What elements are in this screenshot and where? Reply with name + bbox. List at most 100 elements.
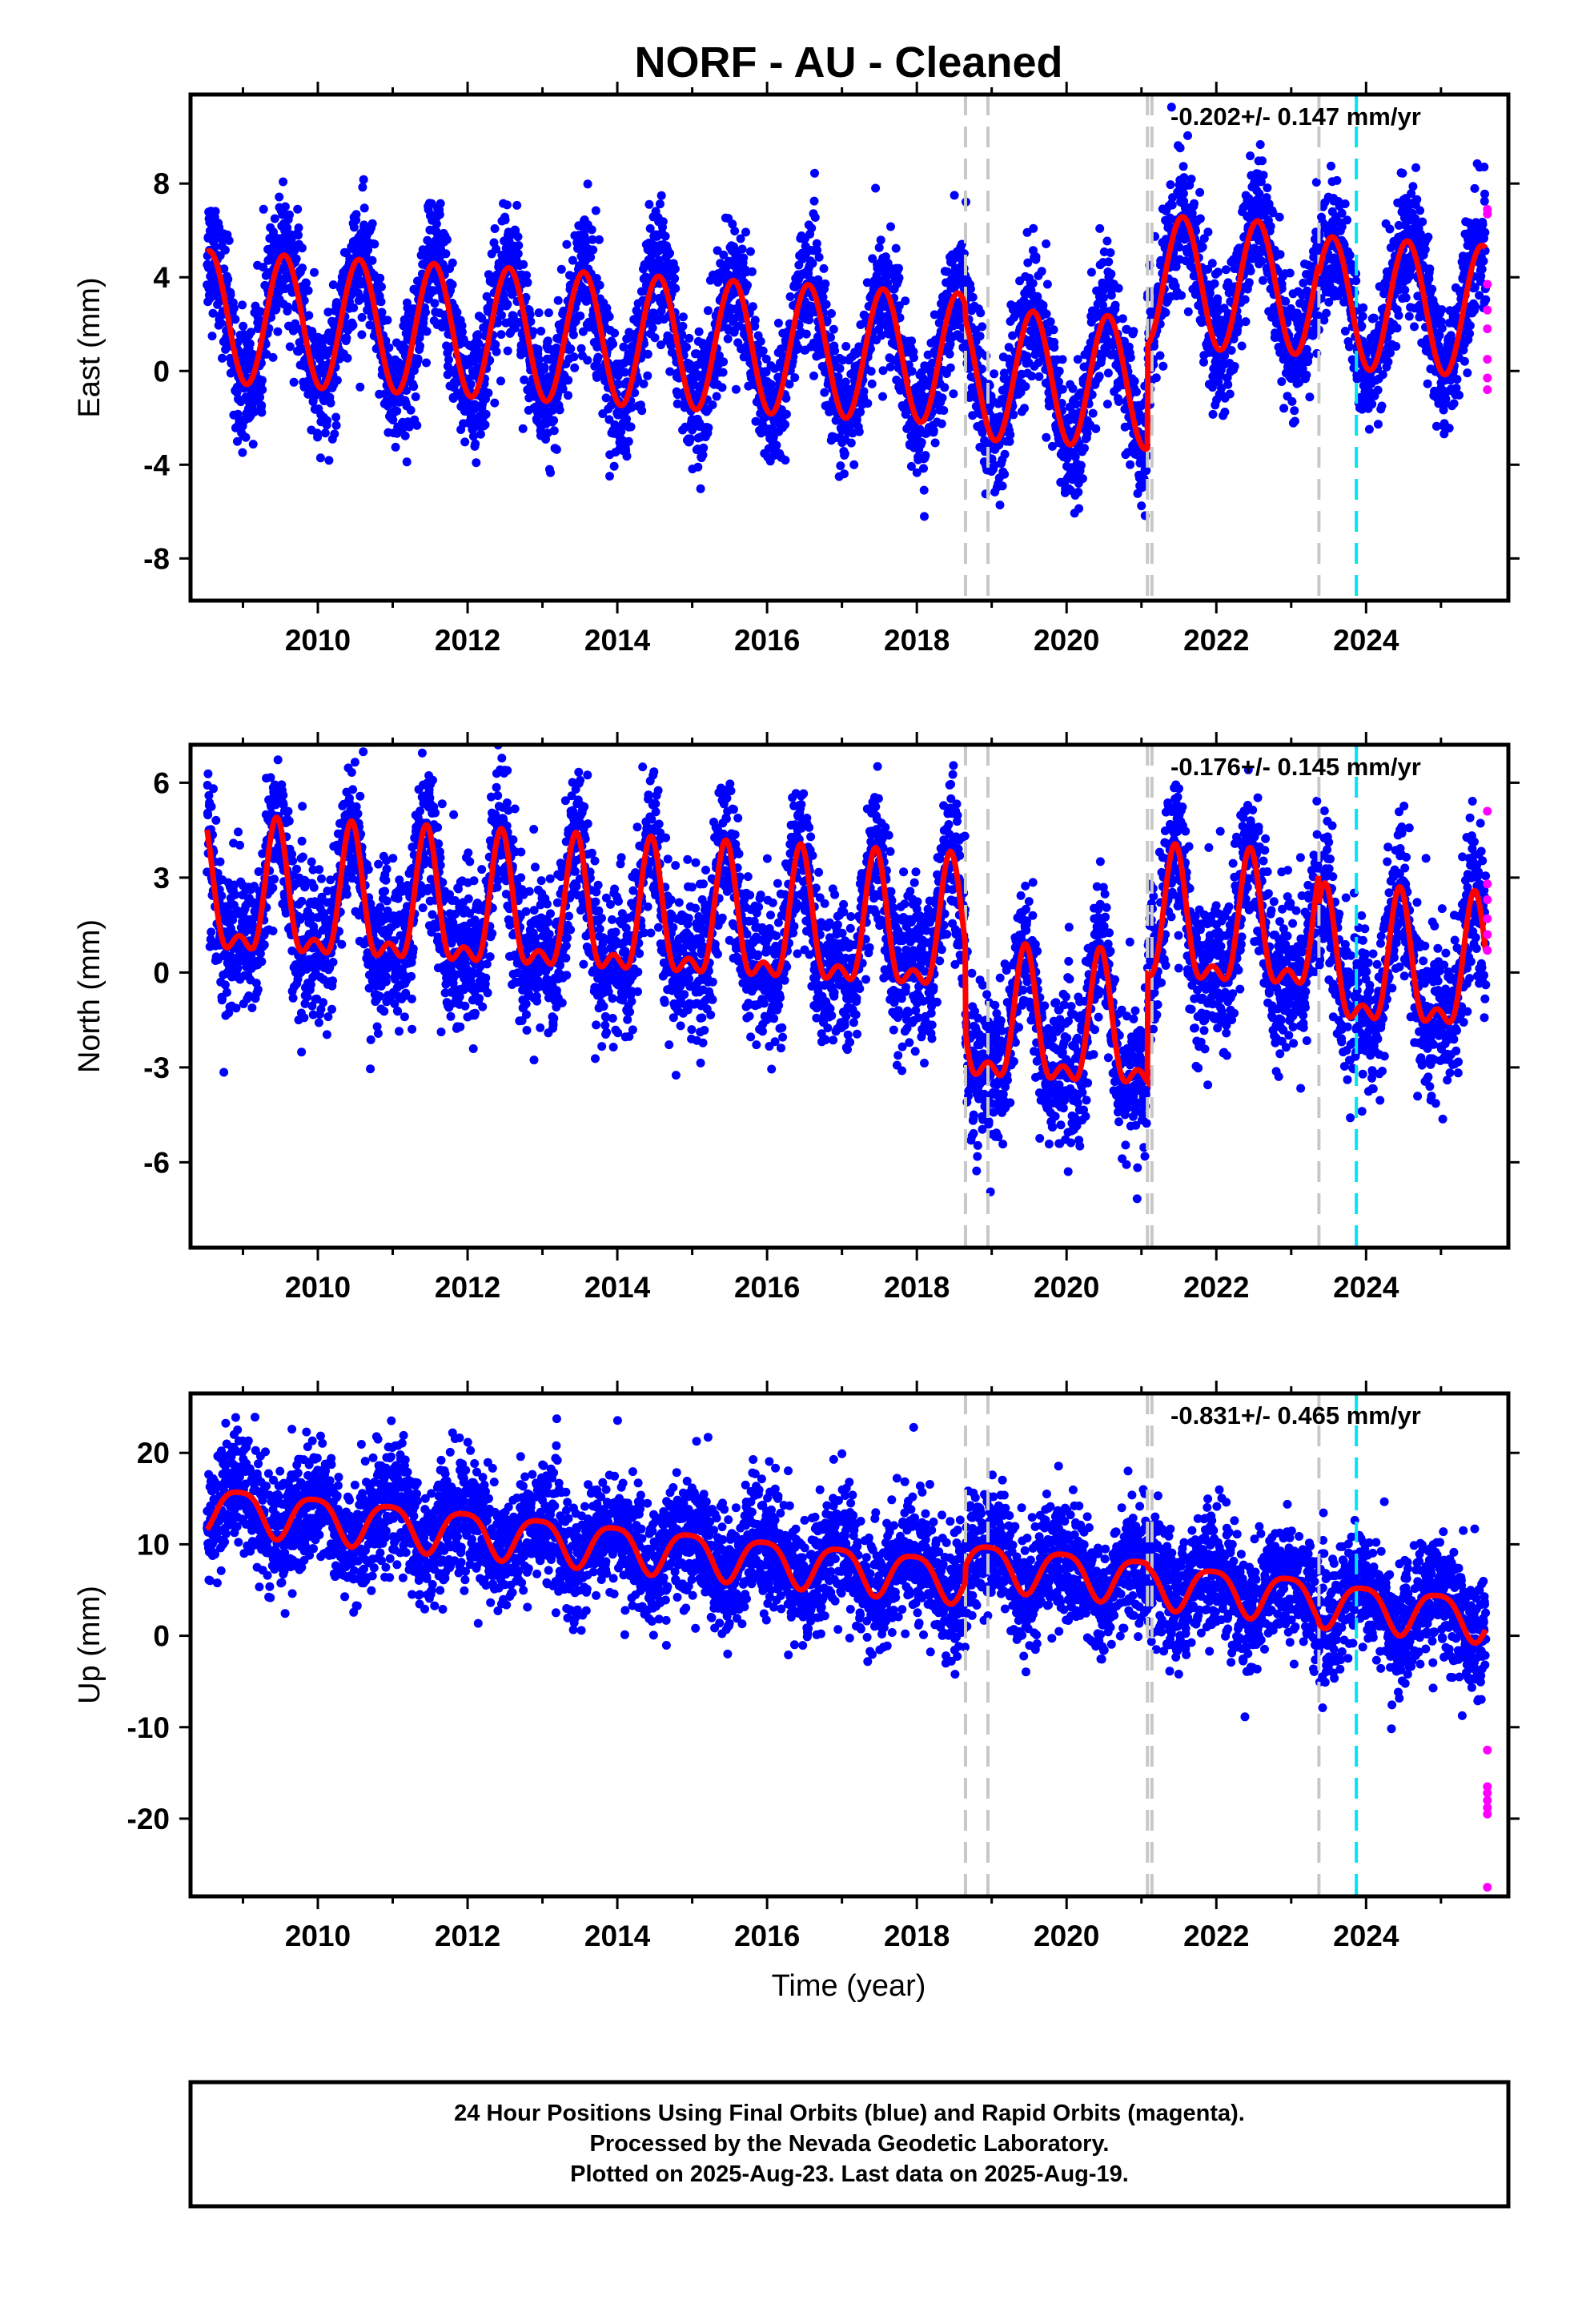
east-final-point [238,300,247,310]
east-final-point [367,219,377,228]
east-final-point [781,409,791,419]
east-final-point [770,364,780,373]
east-final-point [310,267,319,277]
east-final-point [619,342,628,352]
east-final-point [313,432,323,442]
east-final-point [971,325,980,335]
east-final-point [233,436,242,446]
east-final-point [1082,428,1092,438]
east-final-point [594,235,604,244]
east-final-point [400,431,410,440]
east-final-point [1223,278,1233,287]
east-final-point [1073,355,1082,364]
east-final-point [283,302,292,312]
east-final-point [614,380,623,389]
east-final-point [1246,266,1255,275]
east-final-point [1295,378,1304,388]
east-final-point [622,414,631,424]
east-final-point [871,183,881,193]
east-final-point [1179,173,1189,183]
east-final-point [743,280,752,290]
east-final-point [273,327,283,336]
east-final-point [525,310,535,320]
east-final-point [1126,460,1135,469]
east-final-point [840,449,849,458]
east-final-point [514,241,524,250]
east-final-point [502,200,512,210]
east-final-point [810,213,820,222]
east-final-point [1166,180,1175,190]
east-final-point [1220,351,1230,360]
east-final-point [1071,400,1081,409]
east-final-point [423,235,432,245]
east-final-point [500,215,510,225]
east-final-point [698,450,708,460]
east-final-point [761,368,771,376]
east-final-point [1187,208,1197,218]
east-final-point [432,219,441,229]
east-final-point [444,355,453,364]
east-final-point [891,243,901,253]
east-final-point [241,432,251,442]
east-final-point [402,386,412,395]
east-final-point [280,202,290,211]
east-final-point [1054,377,1063,387]
east-final-point [219,264,229,274]
east-final-point [1229,334,1239,344]
east-final-point [297,243,307,253]
east-final-point [730,227,740,235]
east-final-point [546,468,555,477]
east-final-point [1290,406,1299,416]
east-final-point [656,191,666,200]
east-final-point [1132,387,1141,396]
east-final-point [620,368,629,377]
east-final-point [781,456,790,465]
east-final-point [1130,376,1139,386]
east-final-point [452,308,462,317]
east-final-point [1319,316,1329,325]
east-final-point [1021,382,1030,392]
east-final-point [330,429,339,439]
east-final-point [673,399,682,408]
east-final-point [608,340,618,348]
east-final-point [643,371,652,380]
east-final-point [1023,258,1033,267]
east-final-point [622,452,632,461]
east-final-point [767,380,777,389]
east-final-point [1244,278,1254,287]
east-final-point [421,308,430,317]
east-final-point [1042,432,1051,442]
east-final-point [1050,343,1059,352]
east-final-point [376,297,386,307]
east-final-point [384,343,394,352]
east-final-point [1322,308,1331,318]
east-final-point [801,329,811,339]
east-final-point [471,439,480,448]
east-final-point [331,298,341,308]
east-final-point [854,427,864,436]
east-final-point [968,292,978,302]
east-final-point [448,258,457,267]
east-final-point [591,206,600,215]
east-final-point [1102,236,1112,246]
east-final-point [588,245,598,255]
east-final-point [1027,372,1037,381]
east-final-point [1080,444,1089,453]
east-final-point [402,457,412,467]
east-final-point [578,327,588,336]
east-final-point [519,259,528,269]
east-final-point [430,299,440,308]
east-final-point [443,361,452,371]
east-final-point [731,384,741,394]
east-final-point [820,388,829,397]
east-final-point [846,438,856,448]
east-final-point [512,200,522,210]
east-final-point [1304,352,1314,361]
east-final-point [866,367,876,376]
east-final-point [587,225,596,235]
east-final-point [473,330,483,340]
east-final-point [388,416,398,424]
east-final-point [946,363,955,372]
east-final-point [624,436,633,446]
